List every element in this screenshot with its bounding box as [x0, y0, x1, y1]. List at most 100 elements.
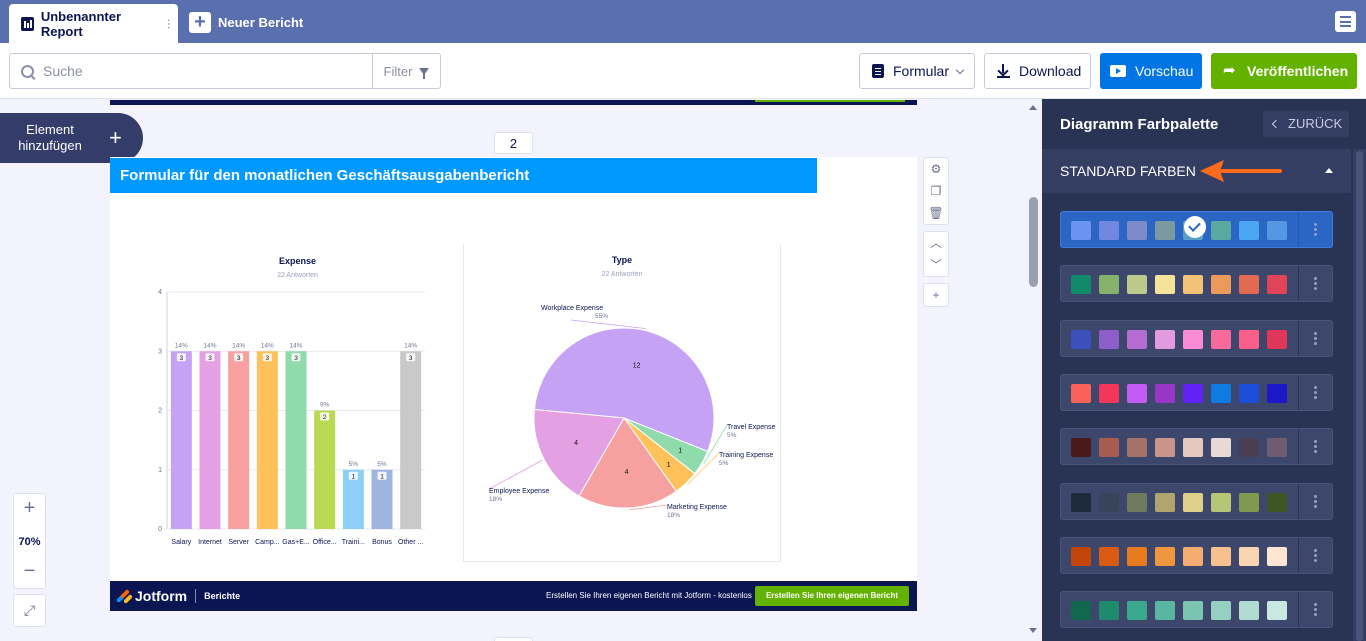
- bar-chart-plot: 0 1 2 3 4 3 14% Salary 3 14% Internet 3 14% Server 3 14…: [158, 289, 425, 546]
- zoom-level: 70%: [18, 536, 41, 548]
- bar-value-bg: [320, 412, 330, 421]
- scroll-down-icon[interactable]: [1029, 628, 1037, 633]
- color-swatch: [1239, 275, 1259, 294]
- download-button[interactable]: Download: [984, 53, 1091, 89]
- pie-slice-label: Training Expense: [719, 452, 773, 459]
- download-label: Download: [1019, 63, 1082, 79]
- footer-cta-button[interactable]: Erstellen Sie Ihren eigenen Bericht: [755, 586, 909, 606]
- y-tick-label: 2: [158, 408, 162, 415]
- report-page[interactable]: Formular für den monatlichen Geschäftsau…: [110, 157, 917, 611]
- pie-slice: [533, 327, 715, 453]
- color-swatch: [1155, 601, 1175, 620]
- chevron-up-icon[interactable]: ︿: [929, 236, 942, 250]
- back-button[interactable]: ZURÜCK: [1263, 111, 1349, 137]
- zoom-in-icon[interactable]: +: [23, 497, 36, 519]
- pie-value-label: 1: [678, 447, 682, 454]
- color-swatch: [1267, 384, 1287, 403]
- color-swatch: [1183, 438, 1203, 457]
- menu-icon[interactable]: [1335, 11, 1356, 32]
- panel-scrollbar[interactable]: [1353, 149, 1366, 641]
- panel-title: Diagramm Farbpalette: [1060, 116, 1219, 133]
- tab-options-icon[interactable]: ···: [162, 18, 178, 29]
- palette-option[interactable]: [1060, 320, 1333, 357]
- bar: [228, 351, 250, 529]
- new-report-tab[interactable]: + Neuer Bericht: [189, 11, 303, 33]
- y-tick-label: 4: [158, 289, 162, 296]
- publish-button[interactable]: ➦ Veröffentlichen: [1211, 53, 1357, 89]
- preview-button[interactable]: Vorschau: [1100, 53, 1202, 89]
- preview-icon: [1110, 65, 1126, 77]
- color-swatch: [1099, 601, 1119, 620]
- add-element-button[interactable]: Element hinzufügen +: [0, 113, 143, 163]
- palette-option[interactable]: [1060, 483, 1333, 520]
- type-chart[interactable]: Type 22 Antworten 12 Workplace Expense 55%…: [463, 244, 781, 562]
- palette-option[interactable]: [1060, 428, 1333, 465]
- bar-value-bg: [377, 471, 387, 480]
- search-input[interactable]: [43, 63, 363, 79]
- color-swatch: [1239, 384, 1259, 403]
- palette-option[interactable]: [1060, 374, 1333, 411]
- y-tick-label: 0: [158, 526, 162, 533]
- more-options-icon[interactable]: [1298, 266, 1332, 301]
- bar-value-label: 3: [294, 355, 298, 362]
- check-icon: [1184, 216, 1206, 238]
- palette-option[interactable]: [1060, 265, 1333, 302]
- panel-scrollbar-thumb[interactable]: [1356, 151, 1363, 641]
- add-page-icon[interactable]: +: [932, 288, 940, 302]
- palette-option[interactable]: [1060, 591, 1333, 628]
- zoom-control: + 70% −: [13, 493, 46, 589]
- zoom-out-icon[interactable]: −: [23, 560, 36, 582]
- gear-icon[interactable]: ⚙: [930, 162, 942, 176]
- pie-percent-label: 55%: [595, 313, 608, 320]
- more-options-icon[interactable]: [1298, 321, 1332, 356]
- color-swatch: [1071, 438, 1091, 457]
- x-tick-label: Traini...: [342, 539, 365, 546]
- scrollbar-thumb[interactable]: [1029, 197, 1038, 287]
- color-swatch: [1127, 384, 1147, 403]
- color-swatch: [1071, 330, 1091, 349]
- color-swatch: [1127, 275, 1147, 294]
- trash-icon[interactable]: 🗑: [928, 206, 944, 220]
- x-tick-label: Bonus: [372, 539, 392, 546]
- color-swatch: [1099, 493, 1119, 512]
- page-move-actions: ︿ ﹀: [923, 231, 949, 277]
- color-swatch: [1127, 547, 1147, 566]
- expense-chart[interactable]: Expense 22 Antworten 0 1 2 3 4 3 14% Salary 3 14%…: [155, 252, 440, 552]
- chevron-up-icon[interactable]: [1325, 168, 1333, 173]
- color-swatch: [1071, 275, 1091, 294]
- jotform-logo-icon: [116, 589, 133, 604]
- more-options-icon[interactable]: [1298, 429, 1332, 464]
- tab-report[interactable]: Unbenannter Report ···: [9, 4, 178, 43]
- filter-button[interactable]: Filter: [372, 54, 440, 88]
- more-options-icon[interactable]: [1298, 375, 1332, 410]
- color-swatch: [1099, 221, 1119, 240]
- color-swatch: [1267, 438, 1287, 457]
- palette-option[interactable]: [1060, 211, 1333, 248]
- page-header-title[interactable]: Formular für den monatlichen Geschäftsau…: [110, 158, 817, 193]
- chevron-left-icon: [1271, 119, 1281, 129]
- chart-subtitle: 22 Antworten: [601, 271, 643, 278]
- pie-leader-line: [488, 459, 543, 490]
- more-options-icon[interactable]: [1298, 212, 1332, 247]
- palette-option[interactable]: [1060, 537, 1333, 574]
- color-swatch: [1211, 221, 1231, 240]
- more-options-icon[interactable]: [1298, 538, 1332, 573]
- fullscreen-icon[interactable]: ⤢: [13, 594, 46, 627]
- pie-slice-label: Travel Expense: [727, 424, 775, 431]
- bar: [285, 351, 307, 529]
- more-options-icon[interactable]: [1298, 484, 1332, 519]
- bar-value-bg: [291, 353, 301, 362]
- chart-title: Expense: [278, 256, 317, 266]
- standard-colors-section[interactable]: STANDARD FARBEN: [1042, 149, 1351, 193]
- bar: [170, 351, 192, 529]
- duplicate-icon[interactable]: ❐: [930, 184, 942, 198]
- chevron-down-icon[interactable]: ﹀: [929, 258, 942, 272]
- canvas-scrollbar[interactable]: [1025, 100, 1041, 641]
- scroll-up-icon[interactable]: [1029, 105, 1037, 110]
- color-swatch: [1155, 384, 1175, 403]
- jotform-logo: Jotform Berichte: [116, 588, 240, 604]
- color-swatch: [1183, 547, 1203, 566]
- more-options-icon[interactable]: [1298, 592, 1332, 627]
- add-element-label: Element hinzufügen: [18, 122, 82, 153]
- form-select-button[interactable]: Formular: [859, 53, 975, 89]
